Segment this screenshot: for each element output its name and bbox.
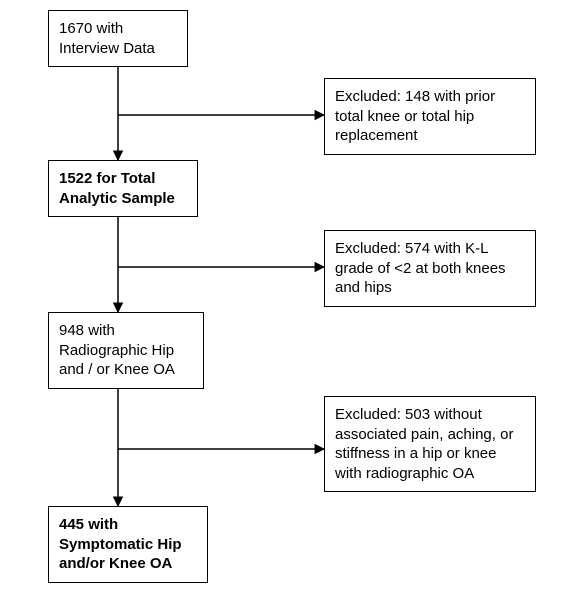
node-excluded-no-pain: Excluded: 503 without associated pain, a… [324, 396, 536, 492]
node-excluded-replacement: Excluded: 148 with prior total knee or t… [324, 78, 536, 155]
node-total-analytic-sample: 1522 for Total Analytic Sample [48, 160, 198, 217]
flowchart-canvas: 1670 with Interview Data Excluded: 148 w… [0, 0, 568, 611]
node-text: 1522 for Total Analytic Sample [59, 170, 175, 207]
node-text: Excluded: 503 without associated pain, a… [335, 406, 513, 482]
node-radiographic-oa: 948 with Radiographic Hip and / or Knee … [48, 312, 204, 389]
node-text: Excluded: 148 with prior total knee or t… [335, 88, 495, 144]
node-excluded-kl-grade: Excluded: 574 with K-L grade of <2 at bo… [324, 230, 536, 307]
node-text: Excluded: 574 with K-L grade of <2 at bo… [335, 240, 506, 296]
node-interview-data: 1670 with Interview Data [48, 10, 188, 67]
node-text: 948 with Radiographic Hip and / or Knee … [59, 322, 175, 378]
node-symptomatic-oa: 445 with Symptomatic Hip and/or Knee OA [48, 506, 208, 583]
node-text: 445 with Symptomatic Hip and/or Knee OA [59, 516, 182, 572]
node-text: 1670 with Interview Data [59, 20, 155, 57]
